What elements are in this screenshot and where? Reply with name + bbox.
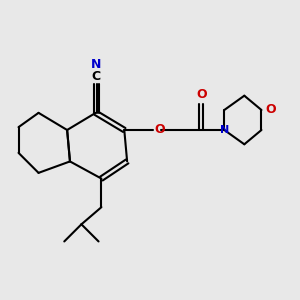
Text: N: N	[220, 125, 229, 135]
Text: N: N	[91, 58, 101, 71]
Text: C: C	[91, 70, 100, 83]
Text: O: O	[154, 124, 165, 136]
Text: O: O	[266, 103, 276, 116]
Text: O: O	[196, 88, 207, 101]
